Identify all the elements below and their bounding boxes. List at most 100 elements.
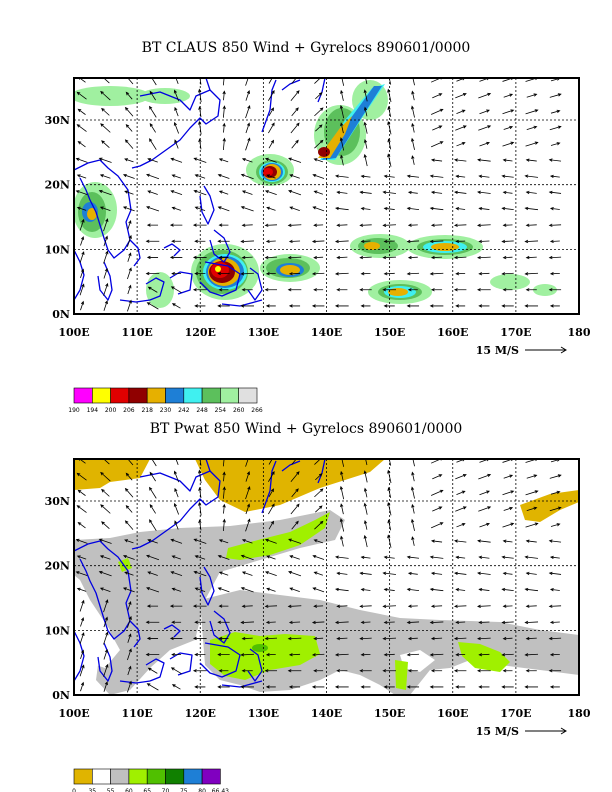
- wind-arrow: [334, 653, 349, 657]
- wind-arrow: [336, 255, 348, 260]
- wind-arrow: [501, 206, 514, 211]
- wind-arrow: [222, 471, 226, 482]
- wind-arrow: [145, 239, 160, 243]
- wind-arrow: [363, 470, 368, 483]
- wind-arrow: [429, 272, 444, 276]
- wind-arrow: [192, 669, 207, 673]
- wind-arrow: [80, 268, 85, 278]
- wind-arrow: [383, 304, 395, 308]
- wind-arrow: [245, 78, 249, 86]
- wind-arrow: [171, 303, 181, 309]
- wind-arrow: [127, 219, 132, 230]
- wind-arrow: [525, 522, 539, 528]
- wind-arrow: [501, 304, 514, 308]
- coastline: [221, 680, 263, 688]
- colorbar-swatch: [110, 387, 130, 404]
- wind-arrow: [548, 669, 562, 673]
- wind-arrow: [455, 653, 466, 657]
- wind-arrow: [194, 685, 206, 689]
- wind-arrow: [524, 239, 539, 244]
- wind-arrow: [127, 648, 132, 661]
- wind-arrow: [222, 90, 226, 101]
- colorbar-swatch: [92, 768, 111, 785]
- top-wind-vectors: [75, 78, 562, 312]
- wind-arrow: [524, 685, 539, 689]
- wind-arrow: [193, 189, 207, 196]
- wind-arrow: [171, 174, 181, 179]
- wind-arrow: [193, 570, 207, 577]
- colorbar-label: 70: [162, 788, 170, 792]
- wind-arrow: [147, 286, 158, 293]
- wind-arrow: [383, 174, 395, 178]
- wind-arrow: [501, 239, 514, 244]
- wind-arrow: [406, 620, 420, 625]
- colorbar-label: 254: [215, 407, 227, 414]
- wind-arrow: [149, 122, 156, 133]
- wind-arrow: [313, 636, 324, 641]
- wind-arrow: [313, 669, 324, 673]
- wind-arrow: [339, 137, 345, 151]
- latitude-label: 30N: [45, 495, 70, 508]
- wind-arrow: [218, 288, 229, 292]
- wind-arrow: [103, 681, 108, 692]
- colorbar-swatch: [110, 768, 130, 785]
- wind-arrow: [98, 570, 112, 577]
- wind-arrow: [194, 271, 206, 276]
- wind-arrow: [336, 604, 348, 608]
- wind-arrow: [314, 78, 323, 84]
- wind-arrow: [146, 302, 159, 310]
- wind-arrow: [265, 620, 276, 625]
- wind-arrow: [194, 239, 206, 243]
- wind-arrow: [194, 620, 206, 624]
- wind-arrow: [526, 506, 538, 512]
- wind-arrow: [146, 587, 160, 593]
- coastline: [169, 652, 193, 676]
- wind-arrow: [192, 223, 207, 227]
- wind-arrow: [477, 604, 491, 608]
- wind-arrow: [363, 519, 368, 530]
- wind-arrow: [525, 539, 537, 543]
- wind-arrow: [217, 304, 230, 308]
- wind-arrow: [382, 255, 397, 260]
- wind-arrow: [360, 239, 371, 244]
- wind-arrow: [502, 604, 513, 608]
- wind-arrow: [289, 206, 300, 212]
- wind-arrow: [240, 587, 254, 593]
- wind-arrow: [76, 587, 87, 592]
- wind-arrow: [313, 571, 323, 576]
- wind-arrow: [192, 636, 207, 641]
- wind-arrow: [549, 207, 560, 211]
- wind-arrow: [406, 174, 420, 178]
- wind-arrow: [340, 122, 344, 134]
- longitude-label: 100E: [58, 707, 89, 720]
- latitude-label: 10N: [45, 243, 70, 256]
- wind-arrow: [287, 636, 302, 641]
- wind-arrow: [524, 304, 539, 308]
- wind-arrow: [218, 604, 229, 608]
- wind-arrow: [382, 571, 397, 575]
- wind-arrow: [387, 487, 392, 499]
- wind-arrow: [268, 459, 274, 465]
- wind-arrow: [477, 223, 491, 227]
- wind-arrow: [80, 617, 85, 627]
- wind-arrow: [174, 106, 179, 117]
- wind-arrow: [100, 123, 111, 133]
- wind-arrow: [268, 503, 275, 515]
- wind-arrow: [315, 124, 323, 132]
- wind-arrow: [360, 207, 371, 211]
- colorbar-swatch: [128, 387, 148, 404]
- wind-arrow: [407, 636, 418, 641]
- colorbar-swatch: [165, 768, 185, 785]
- wind-arrow: [430, 223, 443, 227]
- coastline: [221, 299, 263, 307]
- wind-arrow: [268, 471, 275, 482]
- wind-arrow: [265, 272, 276, 276]
- wind-arrow: [407, 604, 418, 608]
- wind-arrow: [430, 255, 443, 260]
- wind-arrow: [127, 299, 132, 312]
- wind-arrow: [174, 139, 179, 149]
- wind-arrow: [264, 669, 278, 673]
- wind-arrow: [502, 223, 513, 227]
- wind-arrow: [290, 90, 300, 101]
- wind-arrow: [363, 459, 368, 466]
